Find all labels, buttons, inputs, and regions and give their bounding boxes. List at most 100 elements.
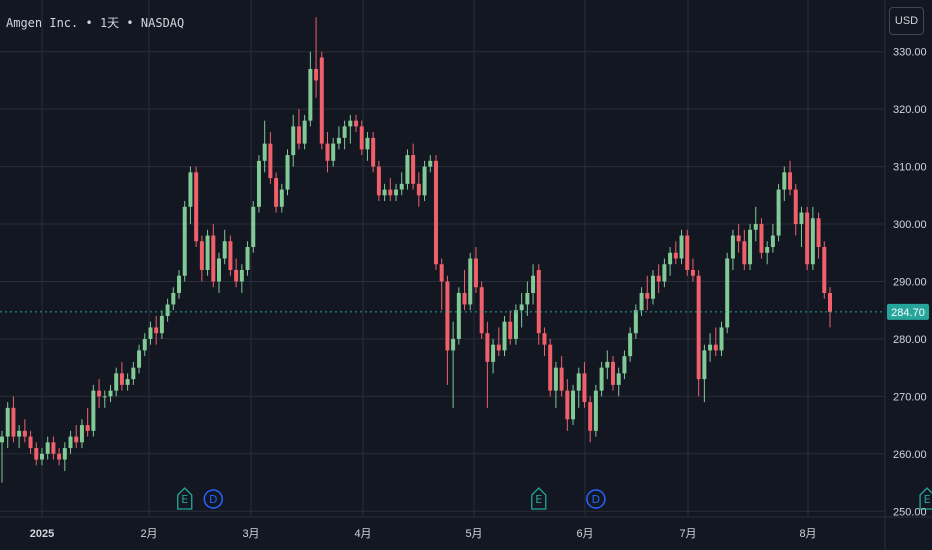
candle-body xyxy=(456,292,461,339)
candle-body xyxy=(770,235,775,248)
candle-body xyxy=(302,120,307,144)
candle-body xyxy=(388,189,393,196)
candle xyxy=(74,425,79,449)
candle xyxy=(142,333,147,357)
candle xyxy=(428,155,433,173)
x-tick-label: 4月 xyxy=(354,528,371,540)
candle xyxy=(719,321,724,357)
candle xyxy=(79,419,84,449)
symbol-title: Amgen Inc. • 1天 • NASDAQ xyxy=(6,14,184,31)
candle xyxy=(325,132,330,173)
candle xyxy=(765,241,770,265)
candle-body xyxy=(599,367,604,391)
candle-body xyxy=(17,430,22,437)
candle-body xyxy=(542,333,547,345)
candle-body xyxy=(828,292,832,312)
candle-body xyxy=(445,281,450,351)
candle-body xyxy=(650,275,655,299)
candle-body xyxy=(799,212,804,225)
candle xyxy=(302,114,307,150)
marker-label: E xyxy=(535,493,542,506)
candle xyxy=(17,425,22,449)
candle xyxy=(291,114,296,167)
candle-body xyxy=(39,453,44,460)
candle-body xyxy=(810,218,815,265)
candle xyxy=(165,298,170,322)
candle xyxy=(256,155,261,213)
dividend-marker[interactable]: D xyxy=(203,489,224,509)
candle xyxy=(502,315,507,357)
title-separator: • xyxy=(85,16,93,30)
candle-body xyxy=(702,350,707,380)
candle-body xyxy=(194,172,199,242)
candle xyxy=(485,321,490,408)
candle-body xyxy=(114,373,119,391)
candle-body xyxy=(119,373,124,385)
candle-body xyxy=(245,247,250,270)
candle xyxy=(473,247,478,293)
candle-body xyxy=(639,292,644,311)
candle xyxy=(51,436,56,460)
candle xyxy=(68,430,73,454)
candle-body xyxy=(805,212,810,265)
earnings-marker[interactable]: E xyxy=(919,487,932,510)
candle-body xyxy=(336,137,341,144)
candle xyxy=(57,448,62,466)
candle-body xyxy=(251,206,256,248)
candle-body xyxy=(439,264,444,282)
candle xyxy=(371,132,376,173)
candle-body xyxy=(216,258,221,282)
candle xyxy=(553,361,558,408)
candle xyxy=(650,269,655,305)
candle-body xyxy=(782,172,787,190)
candle xyxy=(354,114,359,133)
candle-body xyxy=(199,241,204,270)
candle-body xyxy=(776,189,781,236)
candle-body xyxy=(359,126,364,150)
candle xyxy=(519,292,524,328)
candle-body xyxy=(513,310,518,339)
candle xyxy=(479,281,484,339)
candle-body xyxy=(816,218,821,248)
earnings-marker[interactable]: E xyxy=(531,487,547,510)
candle-body xyxy=(788,172,793,190)
candle-body xyxy=(148,327,153,339)
candle-body xyxy=(205,235,210,270)
candle-body xyxy=(28,436,33,449)
dividend-marker[interactable]: D xyxy=(586,489,606,509)
candle-body xyxy=(319,57,324,144)
candle-body xyxy=(491,344,496,362)
candle-body xyxy=(131,367,136,380)
candle-body xyxy=(51,442,56,454)
time-axis[interactable]: 2025 2月 3月 4月 5月 6月 7月 8月 xyxy=(30,528,817,540)
candle-body xyxy=(713,344,718,351)
candle xyxy=(262,120,267,173)
price-axis[interactable]: 250.00 260.00 270.00 280.00 290.00 300.00 310.… xyxy=(887,47,929,519)
candle xyxy=(274,172,279,213)
candle-body xyxy=(137,350,142,368)
candle xyxy=(131,361,136,385)
candle xyxy=(576,367,581,408)
candle xyxy=(822,241,827,299)
candle xyxy=(125,373,130,391)
dividend-marker-shape xyxy=(586,489,606,509)
earnings-marker[interactable]: E xyxy=(177,487,193,510)
candle-body xyxy=(565,390,570,420)
currency-label: USD xyxy=(894,15,919,27)
currency-button[interactable]: USD xyxy=(889,7,924,35)
candle xyxy=(633,304,638,339)
candle-body xyxy=(628,333,633,357)
candle-body xyxy=(553,367,558,391)
candle xyxy=(331,137,336,167)
candle-body xyxy=(165,304,170,316)
candle-body xyxy=(365,137,370,150)
candle xyxy=(588,396,593,443)
candle-body xyxy=(34,448,39,460)
title-separator: • xyxy=(126,16,134,30)
candle-body xyxy=(616,373,621,385)
y-tick-label: 260.00 xyxy=(893,449,927,461)
candle xyxy=(182,201,187,282)
candle xyxy=(433,155,438,270)
